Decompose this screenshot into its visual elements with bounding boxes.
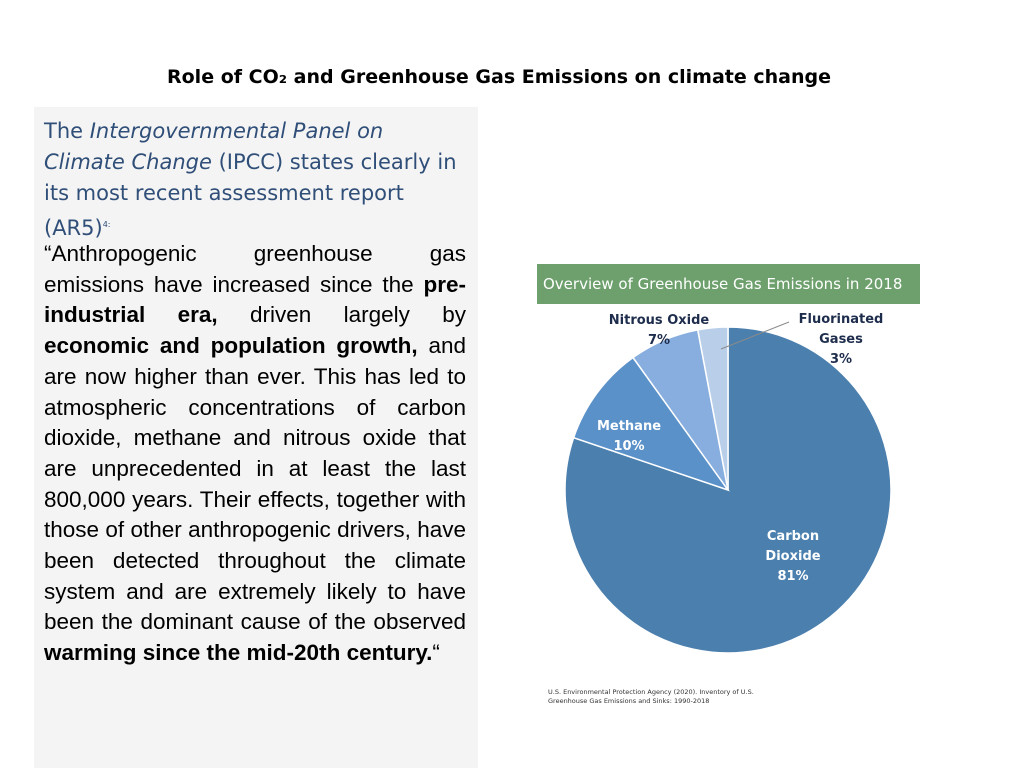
chart-title: Overview of Greenhouse Gas Emissions in … bbox=[537, 264, 920, 304]
chart-source: U.S. Environmental Protection Agency (20… bbox=[548, 688, 754, 705]
pie-label-nitrous-oxide-0: Nitrous Oxide bbox=[609, 313, 710, 328]
quote-part-1: “Anthropogenic greenhouse gas emissions … bbox=[44, 241, 466, 297]
quote-part-2: driven largely by bbox=[217, 302, 466, 328]
pie-value-nitrous-oxide: 7% bbox=[648, 333, 670, 348]
pie-label-carbon-dioxide-1: Dioxide bbox=[765, 549, 820, 564]
pie-value-carbon-dioxide: 81% bbox=[777, 569, 808, 584]
intro-rest: (IPCC) states clearly in its most recent… bbox=[44, 150, 457, 240]
pie-label-fluorinated-gases-1: Gases bbox=[819, 332, 863, 347]
pie-slice-carbon-dioxide bbox=[564, 326, 892, 654]
quote-emphasis-1: pre-industrial era, bbox=[44, 271, 466, 328]
pie-label-fluorinated-gases-0: Fluorinated bbox=[799, 312, 884, 327]
footnote-ref[interactable]: 4: bbox=[102, 220, 111, 229]
intro-lead: The bbox=[44, 119, 90, 143]
pie-label-methane-0: Methane bbox=[597, 419, 661, 434]
leader-line-fluorinated-gases bbox=[720, 321, 790, 350]
quote-part-3: and are now higher than ever. This has l… bbox=[44, 333, 466, 635]
pie-value-methane: 10% bbox=[613, 439, 644, 454]
quote-close: “ bbox=[432, 640, 440, 666]
pie-chart: Carbon Dioxide 81% Methane 10% Nitrous Oxide 7… bbox=[564, 312, 892, 654]
slide-title: Role of CO₂ and Greenhouse Gas Emissions… bbox=[167, 66, 831, 88]
quote-emphasis-2: economic and population growth, bbox=[44, 333, 418, 359]
intro-paragraph: The Intergovernmental Panel on Climate C… bbox=[44, 116, 464, 244]
pie-slice-methane bbox=[572, 356, 730, 492]
pie-value-fluorinated-gases: 3% bbox=[830, 352, 852, 367]
ipcc-quote: “Anthropogenic greenhouse gas emissions … bbox=[44, 239, 466, 669]
pie-label-carbon-dioxide-0: Carbon bbox=[767, 529, 819, 544]
quote-emphasis-3: warming since the mid-20th century. bbox=[44, 640, 433, 666]
text-panel bbox=[34, 107, 478, 768]
pie-slice-fluorinated-gases bbox=[696, 326, 729, 491]
ipcc-name: Intergovernmental Panel on Climate Chang… bbox=[44, 119, 384, 174]
